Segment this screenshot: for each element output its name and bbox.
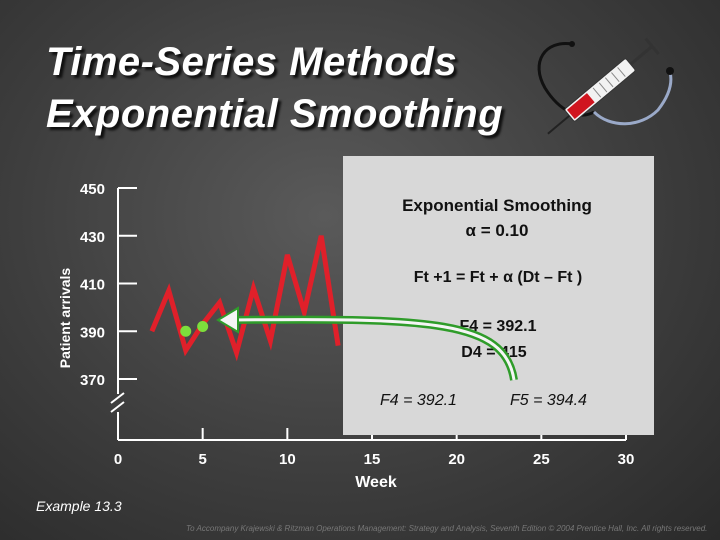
- slide-title-line2: Exponential Smoothing: [46, 92, 504, 136]
- forecast-arrow-head: [216, 306, 239, 334]
- result-f5: F5 = 394.4: [510, 392, 587, 409]
- y-tick-label: 390: [80, 324, 105, 341]
- result-f4: F4 = 392.1: [380, 392, 457, 409]
- exponential-smoothing-callout: Exponential Smoothing α = 0.10 Ft +1 = F…: [216, 156, 654, 435]
- stethoscope-syringe-icon: [537, 37, 674, 135]
- callout-alpha: α = 0.10: [466, 221, 529, 240]
- forecast-point: [197, 320, 209, 332]
- axis-break: [110, 401, 125, 413]
- f4-value-line: F4 = 392.1: [460, 318, 537, 335]
- y-tick-label: 410: [80, 277, 105, 294]
- x-tick-label: 15: [364, 451, 381, 468]
- y-axis-label: Patient arrivals: [57, 268, 73, 369]
- y-tick-label: 450: [80, 181, 105, 198]
- callout-heading: Exponential Smoothing: [402, 196, 592, 215]
- series-group: [149, 235, 341, 362]
- y-tick-label: 370: [80, 372, 105, 389]
- axis-break: [110, 392, 125, 404]
- example-label: Example 13.3: [36, 498, 122, 514]
- x-tick-label: 5: [198, 451, 206, 468]
- x-tick-label: 30: [618, 451, 635, 468]
- y-axis: 370 390 410 430 450: [80, 181, 137, 440]
- x-tick-label: 25: [533, 451, 550, 468]
- forecast-points: [180, 320, 209, 337]
- d4-value-line: D4 = 415: [461, 344, 526, 361]
- footer-credit: To Accompany Krajewski & Ritzman Operati…: [186, 524, 708, 533]
- callout-panel: [343, 156, 654, 435]
- series-line: [149, 235, 341, 362]
- y-tick-label: 430: [80, 229, 105, 246]
- x-tick-label: 10: [279, 451, 296, 468]
- forecast-point: [180, 325, 192, 337]
- smoothing-formula: Ft +1 = Ft + α (Dt – Ft ): [414, 269, 583, 286]
- slide-title-line1: Time-Series Methods: [46, 40, 458, 84]
- x-tick-label: 20: [448, 451, 465, 468]
- x-axis: 0 5 10 15 20 25 30: [114, 428, 635, 468]
- x-tick-label: 0: [114, 451, 122, 468]
- x-axis-label: Week: [355, 474, 397, 491]
